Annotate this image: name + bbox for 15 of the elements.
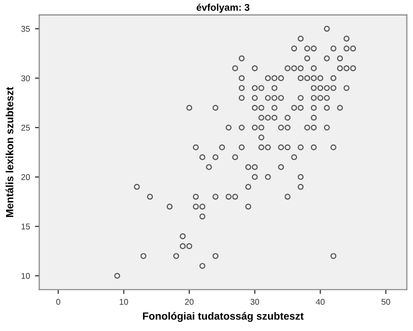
y-tick-label: 35 [21, 26, 30, 32]
y-tick-label: 15 [22, 224, 30, 230]
x-tick-label: 30 [250, 298, 260, 305]
x-tick-label: 50 [382, 298, 390, 305]
x-tick-label: 40 [316, 298, 325, 305]
y-axis-title: Mentális lexikon szubteszt [6, 86, 14, 217]
y-tick-label: 20 [21, 174, 30, 180]
y-tick-label: 10 [22, 272, 30, 279]
y-tick-label: 25 [21, 124, 30, 131]
chart-title: évfolyam: 3 [196, 4, 250, 13]
x-tick-label: 10 [120, 298, 128, 305]
y-tick-label: 30 [21, 75, 30, 82]
x-axis-title: Fonológiai tudatosság szubteszt [142, 312, 304, 322]
x-tick-label: 0 [56, 298, 60, 305]
x-tick-label: 20 [185, 298, 194, 305]
